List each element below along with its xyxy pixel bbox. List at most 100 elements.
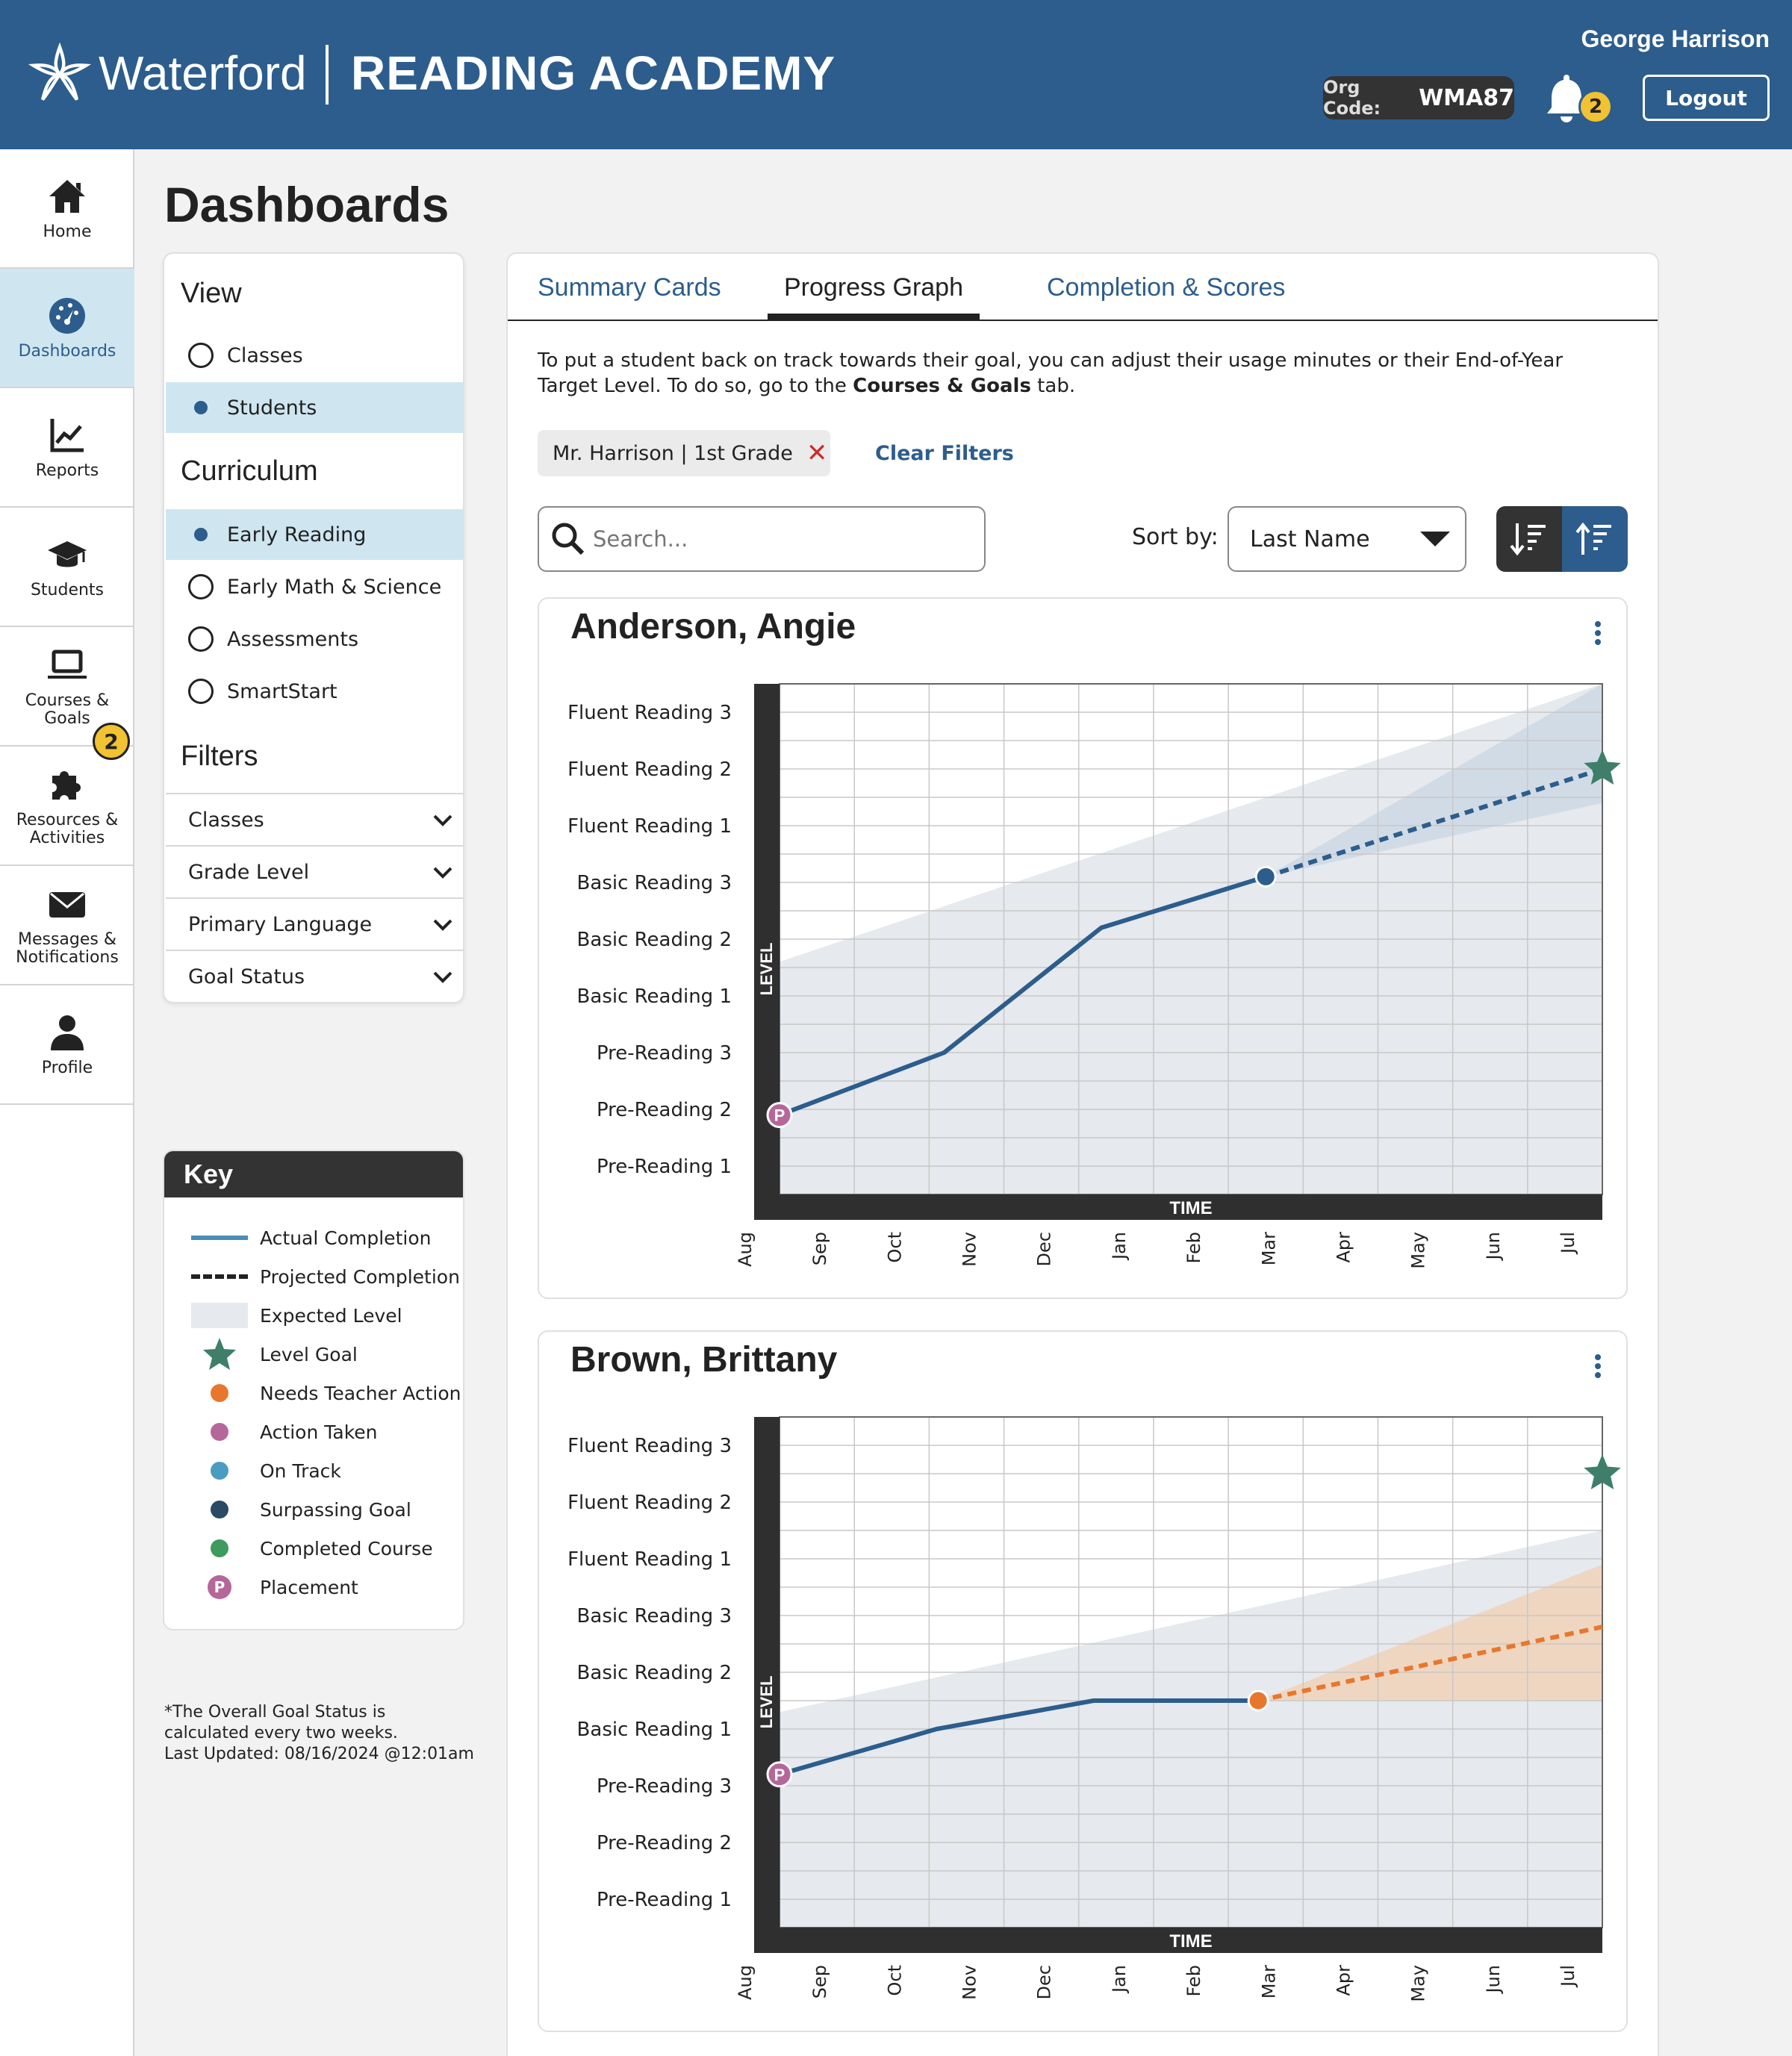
sort-ascending-button[interactable] xyxy=(1562,506,1628,572)
x-tick-label: Dec xyxy=(1034,1965,1055,1999)
x-tick-label: Jul xyxy=(1558,1965,1578,1988)
y-axis-bar xyxy=(754,1417,780,1953)
nav-item-home[interactable]: Home xyxy=(0,149,134,269)
y-tick-label: Pre-Reading 2 xyxy=(597,1832,732,1854)
dashboard-main-card: Summary Cards Progress Graph Completion … xyxy=(506,252,1659,2056)
radio-button[interactable] xyxy=(188,679,214,704)
line-chart-icon xyxy=(50,419,84,452)
filter-label: Goal Status xyxy=(188,965,305,988)
tab-completion-scores[interactable]: Completion & Scores xyxy=(1047,273,1286,302)
nav-item-reports[interactable]: Reports xyxy=(0,388,134,508)
logout-button[interactable]: Logout xyxy=(1643,75,1770,121)
bell-icon[interactable] xyxy=(1543,72,1590,124)
y-tick-label: Pre-Reading 1 xyxy=(597,1156,732,1178)
x-tick-label: May xyxy=(1408,1232,1429,1269)
nav-label: Profile xyxy=(41,1059,93,1077)
graduation-cap-icon xyxy=(48,541,87,567)
view-option-classes[interactable]: Classes xyxy=(166,330,463,381)
filter-label: Primary Language xyxy=(188,912,373,936)
org-code-label: Org Code: xyxy=(1323,77,1381,119)
y-tick-label: Basic Reading 1 xyxy=(577,1719,732,1741)
x-tick-label: Feb xyxy=(1183,1232,1204,1264)
y-tick-label: Fluent Reading 2 xyxy=(567,1492,732,1514)
x-tick-label: Oct xyxy=(884,1965,905,1996)
nav-item-dashboards[interactable]: Dashboards xyxy=(0,269,134,388)
pink-dot-icon xyxy=(211,1423,228,1441)
nav-item-messages-notifications[interactable]: Messages & Notifications xyxy=(0,866,134,985)
key-item-completed-course: Completed Course xyxy=(164,1529,463,1568)
x-tick-label: Nov xyxy=(959,1965,980,2000)
key-label: Placement xyxy=(260,1576,358,1598)
block-swatch xyxy=(191,1300,248,1330)
y-tick-label: Basic Reading 3 xyxy=(577,872,732,894)
placement-letter: P xyxy=(214,1578,225,1596)
nav-item-profile[interactable]: Profile xyxy=(0,985,134,1105)
x-tick-label: Dec xyxy=(1034,1232,1055,1266)
tab-summary-cards[interactable]: Summary Cards xyxy=(538,273,721,302)
radio-button[interactable] xyxy=(188,574,214,599)
placement-marker xyxy=(766,1761,793,1788)
key-label: Needs Teacher Action xyxy=(260,1382,461,1404)
radio-button[interactable] xyxy=(188,343,214,368)
key-label: Expected Level xyxy=(260,1304,402,1327)
brand-wordmark: Waterford xyxy=(99,46,307,100)
key-item-placement: P Placement xyxy=(164,1568,463,1607)
x-tick-label: Jan xyxy=(1109,1965,1130,1994)
curriculum-option-assessments[interactable]: Assessments xyxy=(166,614,463,664)
kebab-menu-icon[interactable] xyxy=(1592,618,1604,648)
key-label: Surpassing Goal xyxy=(260,1498,411,1521)
x-tick-label: Nov xyxy=(959,1232,980,1267)
notification-count-badge: 2 xyxy=(1578,90,1613,124)
student-name: Brown, Brittany xyxy=(570,1340,838,1380)
x-tick-label: May xyxy=(1408,1965,1429,2002)
y-tick-label: Fluent Reading 1 xyxy=(567,1548,732,1571)
filter-dropdown-grade-level[interactable]: Grade Level xyxy=(166,845,463,897)
active-filter-chip: Mr. Harrison | 1st Grade ✕ xyxy=(538,430,830,476)
x-tick-label: Sep xyxy=(809,1965,830,1999)
view-option-students[interactable]: Students xyxy=(166,382,463,433)
nav-item-resources-activities[interactable]: Resources & Activities xyxy=(0,747,134,866)
kebab-menu-icon[interactable] xyxy=(1592,1351,1604,1381)
key-item-projected-completion: Projected Completion xyxy=(164,1257,463,1296)
y-tick-label: Basic Reading 1 xyxy=(577,985,732,1008)
filter-dropdown-primary-language[interactable]: Primary Language xyxy=(166,897,463,950)
curriculum-option-early-math-science[interactable]: Early Math & Science xyxy=(166,561,463,612)
x-tick-label: Jan xyxy=(1109,1232,1130,1261)
filter-dropdown-goal-status[interactable]: Goal Status xyxy=(166,950,463,1002)
radio-button[interactable] xyxy=(188,522,214,547)
x-axis-bar xyxy=(780,1928,1602,1953)
sort-direction-toggle xyxy=(1496,506,1628,572)
remove-filter-icon[interactable]: ✕ xyxy=(806,438,828,468)
current-status-dot xyxy=(1247,1689,1269,1712)
level-goal-star-icon xyxy=(1584,1454,1621,1490)
chevron-down-icon xyxy=(433,814,452,826)
tab-bar: Summary Cards Progress Graph Completion … xyxy=(508,254,1658,321)
curriculum-option-early-reading[interactable]: Early Reading xyxy=(166,509,463,560)
radio-label: Students xyxy=(227,396,317,420)
search-input[interactable] xyxy=(593,526,966,552)
search-box[interactable] xyxy=(538,506,986,572)
instructions-part: tab. xyxy=(1030,375,1076,397)
actual-completion-line xyxy=(779,1698,1259,1777)
filters-heading: Filters xyxy=(181,741,258,772)
curriculum-option-smartstart[interactable]: SmartStart xyxy=(166,666,463,717)
radio-button[interactable] xyxy=(188,626,214,652)
radio-label: Early Reading xyxy=(227,523,367,546)
nav-label: Dashboards xyxy=(18,342,116,361)
actual-completion-line xyxy=(778,874,1267,1118)
y-tick-label: Pre-Reading 3 xyxy=(597,1775,732,1798)
nav-item-courses-goals[interactable]: Courses & Goals xyxy=(0,627,134,747)
tab-progress-graph[interactable]: Progress Graph xyxy=(768,273,980,320)
x-tick-label: Mar xyxy=(1258,1965,1279,1999)
clear-filters-link[interactable]: Clear Filters xyxy=(875,442,1014,465)
sort-descending-button[interactable] xyxy=(1496,506,1562,572)
sort-select[interactable]: Last Name xyxy=(1228,506,1466,572)
nav-item-students[interactable]: Students xyxy=(0,508,134,627)
chevron-down-icon xyxy=(433,919,452,931)
plot-layer xyxy=(780,684,1602,1194)
radio-button[interactable] xyxy=(188,395,214,420)
progress-graph-chart: LEVEL TIME Pre-Reading 1 Pre-Reading 2 Pre-R… xyxy=(567,683,1621,1269)
y-tick-label: Basic Reading 2 xyxy=(577,929,732,951)
filter-dropdown-classes[interactable]: Classes xyxy=(166,793,463,845)
filter-panel: View Classes Students Curriculum Early R… xyxy=(163,252,464,1003)
